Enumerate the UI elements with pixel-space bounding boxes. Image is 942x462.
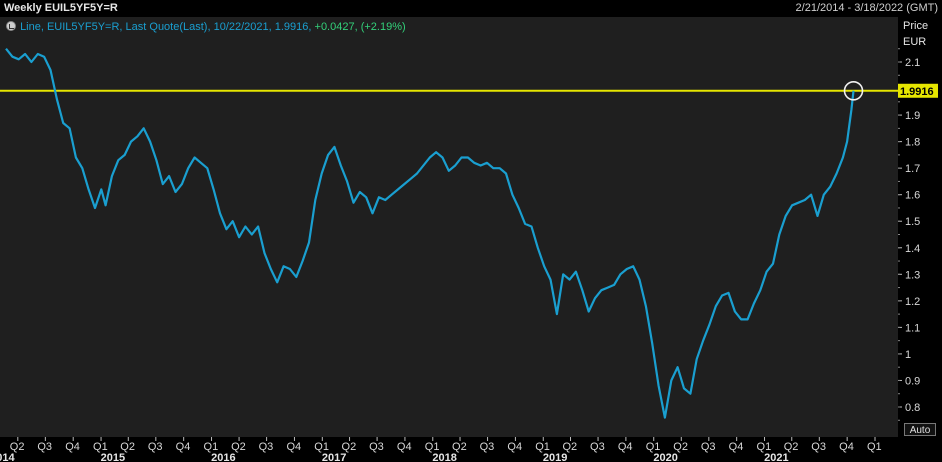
y-tick-label: 1.7 bbox=[905, 163, 920, 175]
x-year-label: 2017 bbox=[322, 452, 346, 462]
x-year-label: 2021 bbox=[764, 452, 788, 462]
y-tick-label: 1.5 bbox=[905, 216, 920, 228]
x-year-label: 2016 bbox=[211, 452, 235, 462]
series-settings-icon[interactable] bbox=[6, 21, 16, 31]
x-quarter-label: Q1 bbox=[204, 441, 219, 453]
x-quarter-label: Q4 bbox=[618, 441, 633, 453]
x-quarter-label: Q4 bbox=[65, 441, 80, 453]
x-year-label: 2015 bbox=[101, 452, 125, 462]
x-quarter-label: Q4 bbox=[839, 441, 854, 453]
auto-scale-button[interactable]: Auto bbox=[904, 423, 936, 436]
time-axis[interactable] bbox=[0, 437, 942, 462]
legend-change: +0.0427, (+2.19%) bbox=[314, 21, 406, 33]
last-point-marker[interactable] bbox=[843, 80, 864, 101]
x-quarter-label: Q4 bbox=[176, 441, 191, 453]
x-quarter-label: Q3 bbox=[37, 441, 52, 453]
x-quarter-label: Q2 bbox=[120, 441, 135, 453]
y-tick-label: 1 bbox=[905, 349, 911, 361]
x-quarter-label: Q3 bbox=[148, 441, 163, 453]
y-tick-label: 1.3 bbox=[905, 269, 920, 281]
y-tick-label: 1.8 bbox=[905, 137, 920, 149]
x-quarter-label: Q3 bbox=[590, 441, 605, 453]
x-quarter-label: Q4 bbox=[729, 441, 744, 453]
x-quarter-label: Q2 bbox=[673, 441, 688, 453]
currency-axis-label: EUR bbox=[903, 36, 926, 48]
last-value-box bbox=[898, 83, 938, 98]
x-quarter-label: Q2 bbox=[231, 441, 246, 453]
x-quarter-label: Q3 bbox=[480, 441, 495, 453]
x-quarter-label: Q4 bbox=[286, 441, 301, 453]
series-legend[interactable]: Line, EUIL5YF5Y=R, Last Quote(Last), 10/… bbox=[6, 20, 406, 34]
chart-title: Weekly EUIL5YF5Y=R bbox=[4, 2, 118, 14]
x-quarter-label: Q4 bbox=[507, 441, 522, 453]
x-year-label: 2018 bbox=[432, 452, 456, 462]
x-quarter-label: Q3 bbox=[811, 441, 826, 453]
x-quarter-label: Q2 bbox=[784, 441, 799, 453]
date-range: 2/21/2014 - 3/18/2022 (GMT) bbox=[795, 2, 938, 14]
y-tick-label: 1.6 bbox=[905, 190, 920, 202]
x-quarter-label: Q1 bbox=[867, 441, 882, 453]
x-quarter-label: Q2 bbox=[452, 441, 467, 453]
x-quarter-label: Q1 bbox=[425, 441, 440, 453]
y-tick-label: 2.1 bbox=[905, 57, 920, 69]
x-quarter-label: Q1 bbox=[535, 441, 550, 453]
x-quarter-label: Q3 bbox=[701, 441, 716, 453]
y-tick-label: 1.9 bbox=[905, 110, 920, 122]
x-quarter-label: Q3 bbox=[369, 441, 384, 453]
x-quarter-label: Q1 bbox=[646, 441, 661, 453]
x-quarter-label: Q1 bbox=[93, 441, 108, 453]
x-quarter-label: Q4 bbox=[397, 441, 412, 453]
x-quarter-label: Q2 bbox=[10, 441, 25, 453]
plot-area[interactable] bbox=[0, 17, 898, 437]
y-tick-label: 0.9 bbox=[905, 375, 920, 387]
price-series-line[interactable] bbox=[5, 48, 855, 419]
x-quarter-label: Q2 bbox=[342, 441, 357, 453]
legend-text: Line, EUIL5YF5Y=R, Last Quote(Last), 10/… bbox=[20, 21, 312, 33]
x-year-label: 2020 bbox=[653, 452, 677, 462]
last-value-label: 1.9916 bbox=[900, 86, 934, 98]
y-tick-label: 0.8 bbox=[905, 402, 920, 414]
x-quarter-label: Q2 bbox=[562, 441, 577, 453]
price-axis-label: Price bbox=[903, 20, 928, 32]
x-year-label: 2019 bbox=[543, 452, 567, 462]
y-tick-label: 1.1 bbox=[905, 322, 920, 334]
title-bar: Weekly EUIL5YF5Y=R 2/21/2014 - 3/18/2022… bbox=[0, 0, 942, 17]
x-quarter-label: Q1 bbox=[757, 441, 772, 453]
x-quarter-label: Q3 bbox=[259, 441, 274, 453]
x-year-label: 2014 bbox=[0, 452, 16, 462]
x-quarter-label: Q1 bbox=[314, 441, 329, 453]
y-tick-label: 1.2 bbox=[905, 296, 920, 308]
y-tick-label: 1.4 bbox=[905, 243, 920, 255]
